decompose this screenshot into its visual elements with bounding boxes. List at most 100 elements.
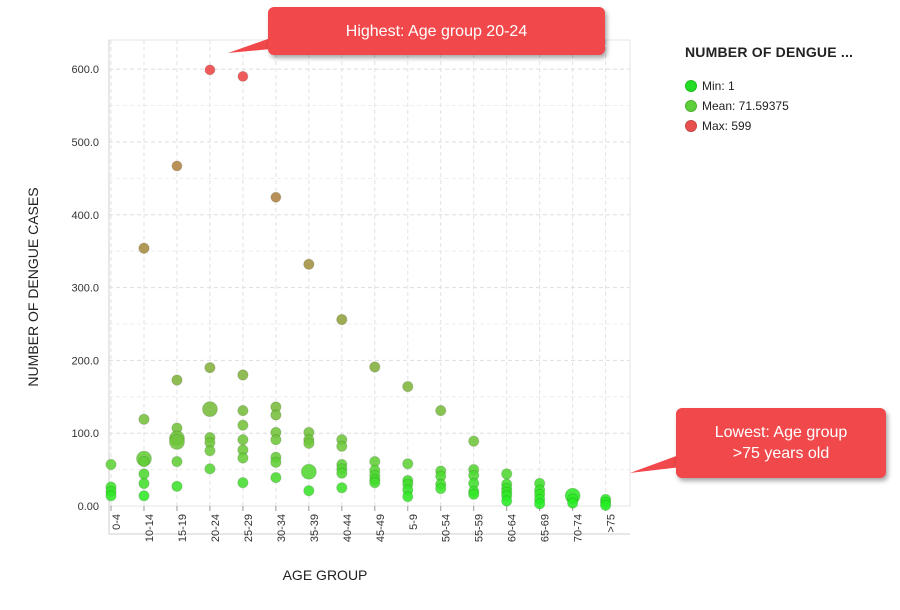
data-point[interactable]: [300, 463, 317, 480]
data-point[interactable]: [201, 401, 218, 418]
data-point[interactable]: [468, 435, 480, 447]
tick-labels: 0.00 100.0 200.0 300.0 400.0 500.0 600.0 0-4 10-…: [71, 64, 617, 542]
data-point[interactable]: [171, 160, 183, 172]
y-tick-label: 100.0: [71, 428, 99, 440]
legend-swatch-max: [685, 120, 697, 132]
axes: [108, 40, 630, 535]
x-tick-label: 15-19: [177, 514, 189, 542]
data-point[interactable]: [138, 490, 150, 502]
x-tick-label: 25-29: [243, 514, 255, 542]
data-point[interactable]: [105, 490, 117, 502]
data-point[interactable]: [402, 380, 414, 393]
y-tick-label: 300.0: [71, 283, 99, 295]
data-point[interactable]: [270, 434, 282, 446]
data-point[interactable]: [168, 433, 185, 450]
x-tick-label: 0-4: [111, 514, 123, 530]
data-point[interactable]: [336, 440, 348, 452]
legend-item-mean[interactable]: Mean: 71.59375: [685, 96, 885, 116]
legend-swatch-mean: [685, 100, 697, 112]
data-point[interactable]: [336, 482, 348, 494]
legend-item-min[interactable]: Min: 1: [685, 76, 885, 96]
x-tick-label: 30-34: [276, 514, 288, 542]
plot-area: [108, 39, 631, 507]
data-point[interactable]: [237, 477, 249, 489]
data-point[interactable]: [237, 369, 249, 381]
data-point[interactable]: [204, 463, 216, 475]
data-point[interactable]: [500, 468, 513, 480]
y-axis-title: NUMBER OF DENGUE CASES: [25, 187, 41, 386]
data-point[interactable]: [138, 468, 150, 480]
data-point[interactable]: [500, 495, 513, 507]
x-tick-label: 60-64: [507, 514, 519, 542]
data-point[interactable]: [171, 374, 183, 386]
legend-item-max[interactable]: Max: 599: [685, 116, 885, 136]
legend-title: NUMBER OF DENGUE ...: [685, 44, 854, 60]
x-tick-label: 35-39: [309, 514, 321, 542]
legend-label-min: Min: 1: [702, 79, 735, 93]
data-point[interactable]: [402, 490, 414, 503]
data-point[interactable]: [336, 467, 348, 479]
data-point[interactable]: [204, 361, 216, 374]
x-axis-title: AGE GROUP: [283, 567, 368, 583]
y-tick-label: 500.0: [71, 137, 99, 149]
data-point[interactable]: [336, 313, 348, 326]
y-tick-label: 200.0: [71, 355, 99, 367]
data-point[interactable]: [533, 498, 546, 510]
data-point[interactable]: [303, 258, 315, 270]
data-point[interactable]: [435, 482, 447, 495]
grid-lines: [108, 39, 631, 507]
x-tick-label: 55-59: [474, 514, 486, 542]
data-point[interactable]: [270, 456, 282, 469]
legend: NUMBER OF DENGUE ... Min: 1 Mean: 71.593…: [685, 44, 885, 136]
data-point[interactable]: [468, 488, 480, 501]
x-tick-label: 20-24: [210, 514, 222, 542]
data-point[interactable]: [402, 458, 414, 470]
x-tick-label: 40-44: [342, 514, 354, 542]
data-point[interactable]: [566, 497, 579, 509]
data-point[interactable]: [138, 413, 150, 426]
data-point[interactable]: [237, 434, 249, 446]
x-tick-label: 50-54: [441, 514, 453, 542]
data-point[interactable]: [171, 455, 183, 468]
callout-lowest: Lowest: Age group >75 years old: [676, 408, 886, 478]
x-tick-label: 45-49: [375, 514, 387, 542]
callout-lowest-line1: Lowest: Age group: [714, 424, 848, 441]
data-point[interactable]: [369, 361, 381, 373]
data-point[interactable]: [138, 242, 150, 254]
data-point[interactable]: [303, 485, 315, 497]
callout-highest: Highest: Age group 20-24: [268, 7, 605, 55]
y-tick-label: 400.0: [71, 210, 99, 222]
legend-label-max: Max: 599: [702, 119, 752, 133]
data-point[interactable]: [237, 419, 249, 431]
callout-low-pointer: [630, 451, 690, 473]
data-point[interactable]: [237, 404, 249, 417]
data-point[interactable]: [237, 452, 249, 464]
data-point[interactable]: [369, 477, 381, 489]
callout-highest-text: Highest: Age group 20-24: [345, 22, 528, 40]
legend-swatch-min: [685, 80, 697, 92]
x-tick-label: >75: [606, 514, 618, 533]
data-point[interactable]: [204, 444, 216, 457]
data-points: [105, 64, 612, 511]
y-tick-label: 0.00: [78, 501, 99, 513]
legend-label-mean: Mean: 71.59375: [702, 99, 789, 113]
data-point[interactable]: [204, 64, 216, 76]
x-tick-label: 10-14: [144, 514, 156, 542]
callout-lowest-line2: >75 years old: [732, 445, 830, 462]
x-tick-label: 5-9: [408, 514, 420, 530]
data-point[interactable]: [270, 471, 282, 484]
data-point[interactable]: [237, 70, 249, 82]
data-point[interactable]: [303, 437, 315, 450]
data-point[interactable]: [105, 458, 117, 471]
data-point[interactable]: [270, 409, 282, 421]
data-point[interactable]: [138, 477, 150, 490]
x-tick-label: 65-69: [540, 514, 552, 542]
data-point[interactable]: [270, 191, 282, 203]
data-point[interactable]: [171, 480, 183, 493]
x-tick-label: 70-74: [573, 514, 585, 542]
data-point[interactable]: [138, 455, 150, 468]
y-tick-label: 600.0: [71, 64, 99, 76]
data-point[interactable]: [435, 404, 447, 417]
data-point[interactable]: [599, 499, 612, 511]
